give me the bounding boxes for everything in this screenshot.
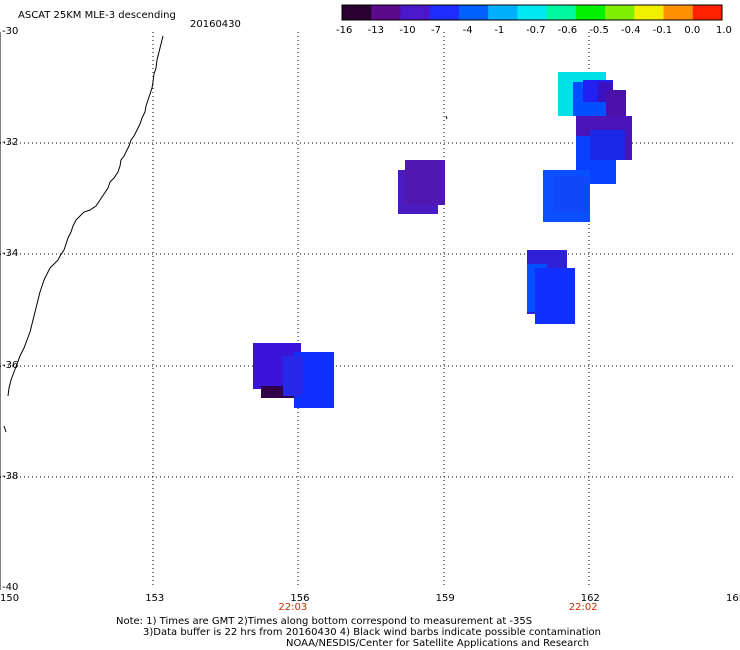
swath-cell bbox=[405, 160, 445, 205]
lon-label: 156 bbox=[290, 593, 310, 604]
colorbar-label: -0.6 bbox=[557, 25, 578, 36]
colorbar-segment bbox=[663, 5, 694, 20]
swath-cell bbox=[535, 268, 575, 324]
colorbar-segment bbox=[458, 5, 489, 20]
lon-label: 159 bbox=[435, 593, 455, 604]
map-date: 20160430 bbox=[190, 19, 241, 30]
swath-cell bbox=[606, 90, 626, 120]
colorbar-segment bbox=[488, 5, 518, 20]
lat-label: -32 bbox=[2, 137, 19, 149]
lon-label: 150 bbox=[0, 593, 20, 604]
colorbar-label: -4 bbox=[462, 25, 473, 36]
footnote-line-1: Note: 1) Times are GMT 2)Times along bot… bbox=[116, 616, 533, 627]
coastline bbox=[3, 35, 448, 433]
colorbar-label: -0.1 bbox=[652, 25, 673, 36]
footnote-line-2: 3)Data buffer is 22 hrs from 20160430 4)… bbox=[143, 627, 601, 638]
footnote: Note: 1) Times are GMT 2)Times along bot… bbox=[0, 616, 740, 649]
colorbar-segment bbox=[634, 5, 665, 20]
colorbar-label: -16 bbox=[336, 25, 353, 36]
footnote-line-3: NOAA/NESDIS/Center for Satellite Applica… bbox=[286, 638, 590, 649]
lat-label: -36 bbox=[2, 359, 19, 371]
colorbar-segment bbox=[575, 5, 606, 20]
colorbar-label: -0.5 bbox=[589, 25, 609, 36]
map-title: ASCAT 25KM MLE-3 descending bbox=[18, 10, 176, 21]
lon-label: 162 bbox=[580, 593, 600, 604]
swath-cell bbox=[590, 130, 625, 160]
lat-label: -30 bbox=[2, 26, 19, 37]
colorbar bbox=[341, 4, 723, 21]
lat-label: -34 bbox=[2, 248, 19, 260]
colorbar-label: 1.0 bbox=[716, 25, 732, 36]
colorbar-label: 0.0 bbox=[684, 25, 701, 36]
colorbar-segment bbox=[342, 5, 372, 20]
pass-time-label: 22:02 bbox=[568, 602, 598, 613]
colorbar-label: -0.7 bbox=[526, 25, 546, 36]
swath-cell bbox=[553, 176, 589, 212]
swath-cell bbox=[283, 356, 303, 396]
pass-time-label: 22:03 bbox=[278, 602, 308, 613]
colorbar-segment bbox=[371, 5, 401, 20]
colorbar-segment bbox=[605, 5, 635, 20]
lon-label: 153 bbox=[145, 593, 165, 604]
lon-label: 165 bbox=[726, 593, 740, 604]
colorbar-segment bbox=[546, 5, 577, 20]
colorbar-label: -7 bbox=[431, 25, 441, 36]
colorbar-label: -1 bbox=[494, 25, 505, 36]
colorbar-label: -10 bbox=[399, 25, 416, 36]
colorbar-label: -0.4 bbox=[621, 25, 641, 36]
colorbar-label: -13 bbox=[367, 25, 384, 36]
wind-swaths bbox=[253, 72, 632, 408]
lat-label: -38 bbox=[2, 470, 19, 482]
lat-label: -40 bbox=[2, 582, 19, 593]
colorbar-segment bbox=[400, 5, 431, 20]
colorbar-segment bbox=[429, 5, 460, 20]
colorbar-border bbox=[341, 4, 723, 21]
colorbar-segment bbox=[692, 5, 723, 20]
colorbar-segment bbox=[517, 5, 548, 20]
